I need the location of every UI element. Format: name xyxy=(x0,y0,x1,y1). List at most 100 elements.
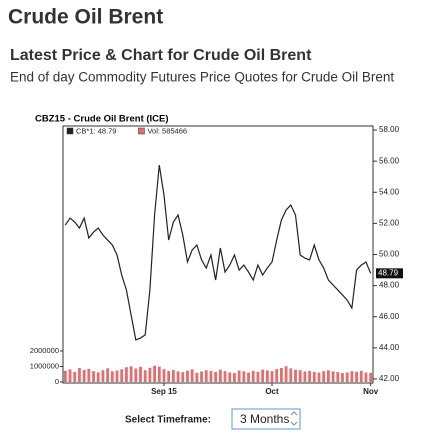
volume-bar xyxy=(204,370,208,382)
last-price-box xyxy=(376,268,403,279)
legend-swatch xyxy=(66,127,74,135)
volume-bar xyxy=(289,368,293,382)
y2-tick-label: 1000000 xyxy=(30,361,59,370)
volume-bar xyxy=(190,369,194,382)
volume-bar xyxy=(139,366,142,382)
volume-bar xyxy=(195,372,199,382)
volume-bar xyxy=(162,369,166,382)
volume-bar xyxy=(63,370,67,382)
legend-label: CB*1: 48.79 xyxy=(76,126,116,135)
volume-bar xyxy=(312,371,316,382)
x-tick-label: Nov xyxy=(363,387,379,396)
volume-bar xyxy=(92,371,95,382)
volume-bar xyxy=(120,369,124,382)
volume-bar xyxy=(78,368,81,382)
volume-bar xyxy=(143,370,147,382)
volume-bar xyxy=(129,366,133,382)
volume-bar xyxy=(308,370,311,382)
y-tick-label: 42.00 xyxy=(379,374,400,383)
select-arrows xyxy=(290,411,298,426)
volume-bar xyxy=(251,370,255,382)
volume-bar xyxy=(209,370,213,382)
volume-bar xyxy=(359,370,363,382)
volume-bar xyxy=(369,372,373,382)
volume-bar xyxy=(237,370,241,382)
description: End of day Commodity Futures Price Quote… xyxy=(10,70,394,85)
volume-bar xyxy=(326,370,330,382)
y-tick-label: 48.00 xyxy=(379,281,400,290)
volume-bar xyxy=(157,366,161,382)
volume-bar xyxy=(148,367,152,382)
volume-bar xyxy=(322,371,326,382)
volume-bar xyxy=(181,372,185,382)
volume-bar xyxy=(350,371,354,382)
volume-bar xyxy=(176,371,180,382)
volume-bar xyxy=(106,368,110,382)
volume-bar xyxy=(125,367,128,382)
volume-bar xyxy=(284,366,288,382)
volume-bar xyxy=(110,371,114,382)
volume-bar xyxy=(96,372,100,382)
volume-bar xyxy=(134,368,138,382)
volume-bar xyxy=(214,371,218,382)
page-title: Crude Oil Brent xyxy=(8,6,163,29)
volume-bar xyxy=(275,369,279,382)
volume-bar xyxy=(242,371,246,382)
volume-bar xyxy=(265,370,269,382)
volume-bar xyxy=(228,372,232,382)
y-tick-label: 50.00 xyxy=(379,250,400,259)
volume-bar xyxy=(101,370,105,382)
chart-title: CBZ15 - Crude Oil Brent (ICE) xyxy=(35,114,169,125)
y-tick-label: 58.00 xyxy=(379,125,400,134)
y-tick-label: 46.00 xyxy=(379,312,400,321)
x-tick-label: Oct xyxy=(265,387,279,396)
y2-tick-label: 2000000 xyxy=(30,346,59,355)
y2-tick-label: 0 xyxy=(55,377,59,386)
timeframe-label: Select Timeframe: xyxy=(125,415,211,426)
volume-bar xyxy=(364,372,368,382)
volume-bar xyxy=(68,369,72,382)
volume-bar xyxy=(345,372,349,382)
volume-bar xyxy=(256,371,260,382)
volume-bar xyxy=(218,369,222,382)
y-tick-label: 56.00 xyxy=(379,156,400,165)
y-tick-label: 44.00 xyxy=(379,343,400,352)
volume-bar xyxy=(186,370,189,382)
volume-bar xyxy=(153,365,156,382)
volume-bar xyxy=(82,369,86,382)
volume-bar xyxy=(280,368,283,382)
volume-bar xyxy=(303,371,307,382)
volume-bar xyxy=(171,369,175,382)
volume-bar xyxy=(355,371,358,382)
volume-bar xyxy=(200,371,203,382)
volume-bar xyxy=(73,371,77,382)
volume-bar xyxy=(261,369,265,382)
plot: 42.00 44.00 46.00 48.00 50.00 52.00 54.00 56.00… xyxy=(30,125,403,396)
legend-swatch xyxy=(138,127,145,135)
volume-bar xyxy=(341,373,344,382)
volume-bar xyxy=(317,372,321,382)
x-tick-label: Sep 15 xyxy=(151,387,177,396)
volume-bar xyxy=(167,370,171,382)
volume-bar xyxy=(298,370,302,382)
volume-bar xyxy=(223,371,227,382)
volume-bar xyxy=(336,372,340,382)
plot-frame xyxy=(62,125,374,384)
volume-bar xyxy=(87,368,91,382)
last-price-label: 48.79 xyxy=(378,268,399,277)
volume-bar xyxy=(270,371,274,382)
volume-bar xyxy=(233,373,236,382)
timeframe-select[interactable] xyxy=(231,408,301,430)
y-tick-label: 54.00 xyxy=(379,187,400,196)
timeframe-value[interactable]: 3 Months xyxy=(240,412,289,426)
subtitle: Latest Price & Chart for Crude Oil Brent xyxy=(10,47,312,64)
legend-label: Vol: 585466 xyxy=(147,126,187,135)
y-tick-label: 52.00 xyxy=(379,218,400,227)
volume-bar xyxy=(331,371,335,382)
price-line xyxy=(64,164,372,341)
volume-bar xyxy=(115,370,119,382)
volume-bar xyxy=(247,372,250,382)
volume-bar xyxy=(294,369,297,382)
